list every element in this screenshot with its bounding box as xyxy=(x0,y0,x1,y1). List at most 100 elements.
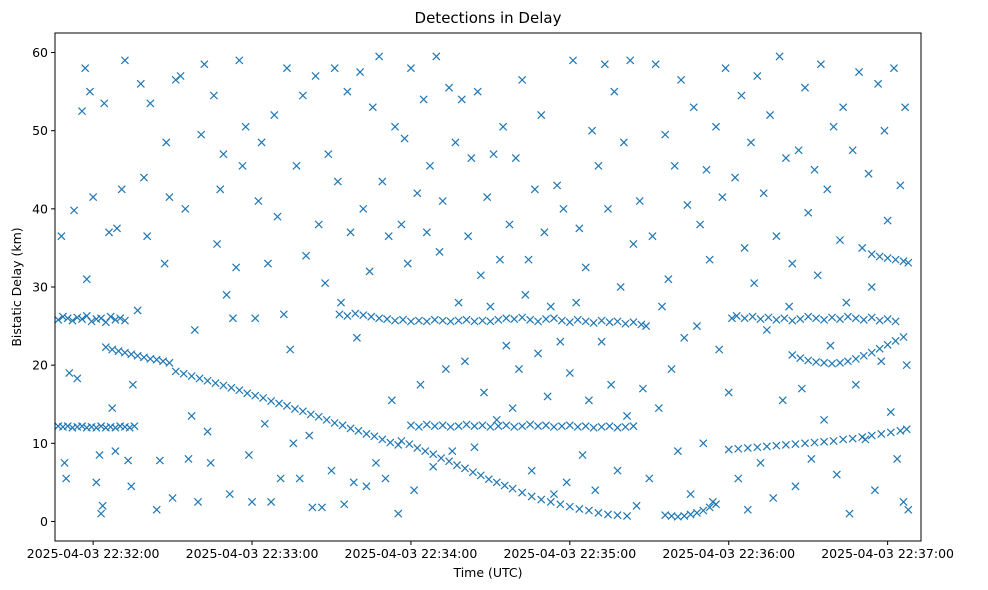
data-point xyxy=(902,361,911,370)
data-point xyxy=(108,345,117,354)
data-point xyxy=(87,317,96,326)
data-point xyxy=(673,447,682,456)
data-point xyxy=(621,422,630,431)
data-point xyxy=(875,252,884,261)
data-point xyxy=(740,314,749,323)
data-point xyxy=(85,87,94,96)
data-point xyxy=(508,404,517,413)
data-point xyxy=(54,315,63,324)
data-point xyxy=(187,372,196,381)
data-point xyxy=(179,369,188,378)
data-point xyxy=(127,350,136,359)
data-point xyxy=(875,344,884,353)
data-point xyxy=(57,232,66,241)
data-point xyxy=(556,337,565,346)
data-point xyxy=(454,298,463,307)
data-point xyxy=(495,255,504,264)
data-point xyxy=(731,173,740,182)
data-point xyxy=(839,103,848,112)
data-point xyxy=(772,441,781,450)
data-point xyxy=(877,357,886,366)
chart-title: Detections in Delay xyxy=(415,9,562,27)
data-point xyxy=(559,204,568,213)
data-point xyxy=(484,475,493,484)
data-point xyxy=(383,315,392,324)
data-point xyxy=(354,426,363,435)
data-point xyxy=(670,161,679,170)
data-point xyxy=(835,236,844,245)
data-point xyxy=(352,333,361,342)
data-point xyxy=(391,122,400,131)
data-point xyxy=(438,421,447,430)
data-point xyxy=(298,91,307,100)
data-point xyxy=(835,315,844,324)
data-point xyxy=(359,311,368,320)
data-point xyxy=(195,374,204,383)
data-point xyxy=(721,64,730,73)
data-point xyxy=(327,466,336,475)
data-point xyxy=(541,421,551,430)
data-point xyxy=(330,64,339,73)
data-point xyxy=(73,374,82,383)
data-point xyxy=(692,508,701,517)
data-point xyxy=(422,420,431,429)
data-point xyxy=(430,315,439,324)
data-point xyxy=(859,315,868,324)
data-point xyxy=(526,420,535,429)
data-point xyxy=(788,259,797,268)
data-point xyxy=(473,87,482,96)
data-point xyxy=(263,259,272,268)
data-point xyxy=(116,314,125,323)
data-point xyxy=(403,259,412,268)
data-point xyxy=(486,422,495,431)
data-point xyxy=(152,505,161,514)
data-point xyxy=(460,357,469,366)
data-point xyxy=(81,64,90,73)
data-point xyxy=(835,358,844,367)
data-point xyxy=(480,388,489,397)
data-point xyxy=(343,311,352,320)
data-point xyxy=(629,422,638,431)
data-point xyxy=(750,279,759,288)
data-point xyxy=(454,422,463,431)
data-point xyxy=(613,423,622,432)
data-point xyxy=(511,154,520,163)
data-point xyxy=(568,56,578,65)
data-point xyxy=(562,478,571,487)
data-point xyxy=(414,422,423,431)
data-point xyxy=(171,367,180,376)
data-point xyxy=(623,511,632,521)
data-point xyxy=(454,316,463,325)
data-point xyxy=(883,254,892,263)
data-point xyxy=(518,313,527,322)
y-axis: 0 10 20 30 40 50 60 xyxy=(32,45,55,529)
series-track_arc_21_to_24 xyxy=(788,332,908,368)
data-point xyxy=(100,99,109,108)
data-point xyxy=(168,493,177,503)
data-point xyxy=(120,56,129,65)
data-point xyxy=(889,64,899,73)
data-point xyxy=(578,451,587,460)
data-point xyxy=(446,422,455,431)
plot-frame xyxy=(54,32,922,542)
data-point xyxy=(734,474,743,483)
data-point xyxy=(492,478,501,487)
data-point xyxy=(632,501,641,510)
data-point xyxy=(573,422,582,431)
data-point xyxy=(232,263,241,272)
data-point xyxy=(766,111,775,120)
data-point xyxy=(899,497,908,506)
data-point xyxy=(883,340,892,349)
data-point xyxy=(270,111,279,120)
data-point xyxy=(241,122,250,131)
x-tick-label: 2025-04-03 22:35:00 xyxy=(503,546,636,561)
data-point xyxy=(638,384,647,393)
x-axis: 2025-04-03 22:32:00 2025-04-03 22:33:00 20… xyxy=(27,541,954,561)
data-point xyxy=(759,189,768,198)
data-point xyxy=(112,224,121,233)
data-point xyxy=(607,380,616,389)
data-point xyxy=(432,52,441,61)
data-point xyxy=(209,91,218,100)
data-point xyxy=(619,138,628,147)
data-point xyxy=(848,434,857,443)
